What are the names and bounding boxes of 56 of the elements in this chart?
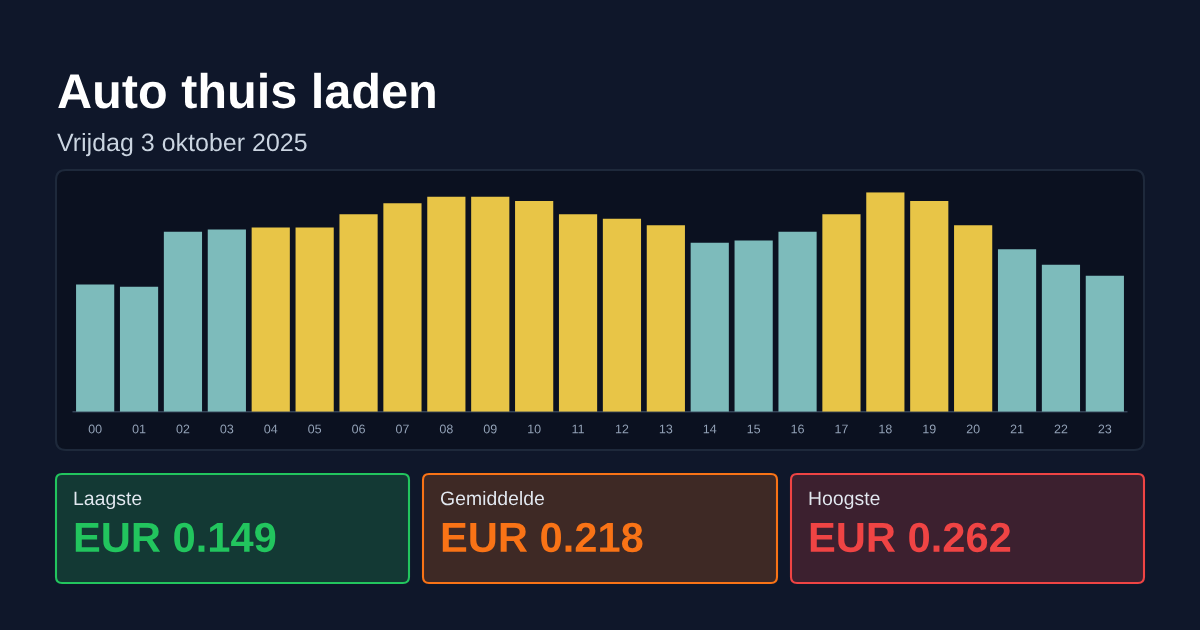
x-tick-label: 23 [1098,424,1112,434]
bar [997,249,1037,412]
x-tick-label: 15 [747,424,761,434]
x-tick-label: 12 [615,424,629,434]
x-tick-label: 06 [352,424,365,434]
x-tick-label: 08 [439,424,453,434]
bar [295,227,334,412]
bar [822,214,861,412]
text: EUR 0.218 [442,522,643,553]
text: EUR 0.262 [810,522,1011,553]
bar [734,240,773,412]
text: Gemiddelde [440,490,544,506]
x-tick-label: 09 [483,424,497,434]
text: EUR 0.149 [75,522,276,553]
bar [646,225,685,412]
bar [1085,275,1124,412]
chart-subtitle: Vrijdag 3 oktober 2025 [57,132,307,157]
bar [207,229,246,412]
bar [339,214,378,412]
x-tick-label: 01 [132,424,146,434]
x-tick-label: 17 [835,424,848,434]
x-tick-label: 18 [879,424,892,434]
bar [954,225,993,412]
bar [76,284,115,412]
x-tick-label: 20 [966,424,980,434]
x-tick-label: 22 [1054,424,1068,434]
text: Hoogste [809,491,880,510]
bar [558,214,598,412]
x-tick-label: 07 [395,424,409,434]
x-tick-label: 10 [528,424,541,434]
bar [866,192,905,412]
bar [427,196,466,412]
bar [471,196,510,412]
x-tick-label: 02 [176,424,190,434]
chart-title: Auto thuis laden [58,72,435,109]
x-tick-label: 05 [308,424,322,434]
bar [163,231,203,412]
bar [1041,264,1081,412]
x-tick-label: 19 [923,424,936,434]
text: Laagste [74,491,142,510]
bar [690,242,729,412]
x-tick-label: 13 [659,424,673,434]
x-tick-label: 21 [1010,424,1024,434]
bar [778,231,817,412]
bar [515,201,554,412]
x-tick-label: 11 [572,424,584,434]
bar [119,286,159,412]
x-tick-label: 00 [88,424,102,434]
x-tick-label: 04 [264,424,278,434]
x-tick-label: 16 [791,424,804,434]
bar [910,201,949,412]
x-tick-label: 03 [220,424,234,434]
bar [602,218,642,412]
bar [251,227,290,412]
bar [383,203,422,412]
x-tick-label: 14 [703,424,717,434]
